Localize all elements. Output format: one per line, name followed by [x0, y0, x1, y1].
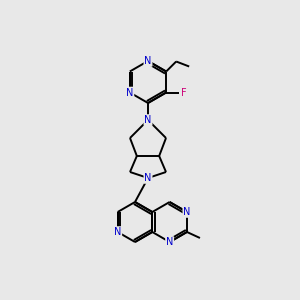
Text: N: N [166, 237, 173, 247]
Text: N: N [126, 88, 134, 98]
Text: N: N [144, 56, 152, 66]
Text: N: N [144, 115, 152, 125]
Text: F: F [182, 88, 187, 98]
Text: N: N [114, 227, 122, 237]
Text: N: N [144, 173, 152, 183]
Text: N: N [183, 207, 190, 217]
